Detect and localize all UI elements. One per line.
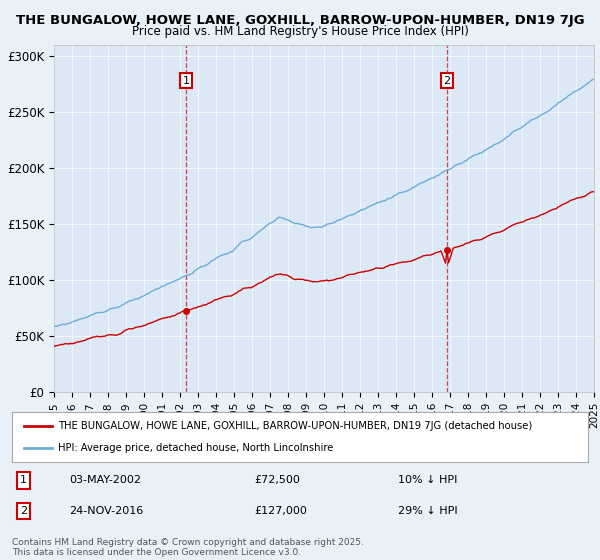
Text: THE BUNGALOW, HOWE LANE, GOXHILL, BARROW-UPON-HUMBER, DN19 7JG: THE BUNGALOW, HOWE LANE, GOXHILL, BARROW… [16,14,584,27]
Text: 03-MAY-2002: 03-MAY-2002 [70,475,142,485]
Text: 10% ↓ HPI: 10% ↓ HPI [398,475,457,485]
Text: Contains HM Land Registry data © Crown copyright and database right 2025.
This d: Contains HM Land Registry data © Crown c… [12,538,364,557]
Text: HPI: Average price, detached house, North Lincolnshire: HPI: Average price, detached house, Nort… [58,443,334,453]
Text: 1: 1 [20,475,27,485]
Text: Price paid vs. HM Land Registry's House Price Index (HPI): Price paid vs. HM Land Registry's House … [131,25,469,38]
Text: 24-NOV-2016: 24-NOV-2016 [70,506,144,516]
Text: THE BUNGALOW, HOWE LANE, GOXHILL, BARROW-UPON-HUMBER, DN19 7JG (detached house): THE BUNGALOW, HOWE LANE, GOXHILL, BARROW… [58,421,532,431]
Text: 2: 2 [20,506,27,516]
Text: £72,500: £72,500 [254,475,300,485]
Text: 1: 1 [182,76,190,86]
Text: 2: 2 [443,76,451,86]
Text: 29% ↓ HPI: 29% ↓ HPI [398,506,458,516]
Text: £127,000: £127,000 [254,506,307,516]
